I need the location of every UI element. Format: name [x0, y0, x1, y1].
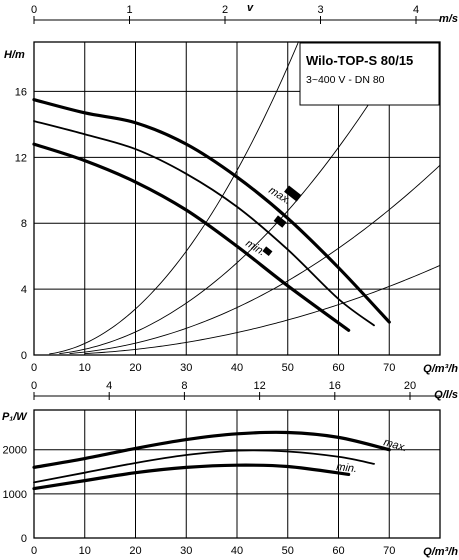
head-top-tick-label: 2	[222, 4, 228, 16]
power-x-tick-label: 20	[129, 545, 141, 557]
head-x-tick-label: 50	[282, 362, 294, 374]
head-y-tick-label: 16	[15, 86, 27, 98]
head-y-axis-label: H/m	[4, 49, 25, 61]
power-label-max: max.	[382, 436, 408, 454]
power-y-tick-label: 2000	[3, 445, 27, 457]
head-top-tick-label: 3	[317, 4, 323, 16]
power-x-axis-label: Q/m³/h	[423, 546, 458, 558]
power-label-min: min.	[336, 461, 358, 475]
power-x-tick-label: 50	[282, 545, 294, 557]
head-top-tick-label: 1	[126, 4, 132, 16]
head-operating-marker-0	[284, 185, 302, 202]
power-top-axis-label: Q/l/s	[434, 389, 458, 401]
head-y-tick-label: 12	[15, 152, 27, 164]
head-x-tick-label: 20	[129, 362, 141, 374]
power-series-mid-line	[33, 449, 375, 484]
power-x-tick-label: 10	[79, 545, 91, 557]
head-top-axis-label: m/s	[439, 13, 458, 25]
power-y-axis-label: P₁/W	[2, 411, 28, 423]
head-system-curve-3	[84, 264, 441, 355]
title-box	[299, 42, 440, 106]
power-top-tick-label: 20	[404, 380, 416, 392]
head-system-curve-0	[49, 41, 299, 355]
head-operating-marker-2	[262, 246, 273, 257]
head-y-tick-label: 0	[21, 350, 27, 362]
power-top-tick-label: 12	[253, 380, 265, 392]
power-series-min-line	[32, 463, 351, 491]
head-y-tick-label: 8	[21, 218, 27, 230]
head-operating-marker-1	[273, 215, 287, 228]
head-y-tick-label: 4	[21, 284, 27, 296]
head-series-mid-line	[33, 120, 375, 327]
head-x-axis-label: Q/m³/h	[423, 363, 458, 375]
head-series-max-line	[32, 98, 391, 324]
power-y-tick-label: 1000	[3, 489, 27, 501]
chart-title: Wilo-TOP-S 80/15	[306, 53, 413, 68]
chart-subtitle: 3~400 V - DN 80	[306, 74, 385, 86]
head-top-axis-title: v	[247, 2, 254, 14]
head-x-tick-label: 30	[180, 362, 192, 374]
power-y-tick-label: 0	[21, 533, 27, 545]
head-x-tick-label: 70	[383, 362, 395, 374]
power-x-tick-label: 70	[383, 545, 395, 557]
power-plot-frame	[33, 409, 441, 539]
power-x-tick-label: 0	[31, 545, 37, 557]
head-system-curve-1	[59, 41, 409, 355]
head-plot-frame	[33, 41, 441, 356]
power-top-tick-label: 0	[31, 380, 37, 392]
power-top-tick-label: 16	[329, 380, 341, 392]
head-series-min-line	[32, 142, 351, 332]
head-top-tick-label: 0	[31, 4, 37, 16]
power-x-tick-label: 40	[231, 545, 243, 557]
power-x-tick-label: 30	[180, 545, 192, 557]
power-series-max-line	[32, 430, 391, 469]
head-x-tick-label: 10	[79, 362, 91, 374]
power-x-tick-label: 60	[332, 545, 344, 557]
head-x-tick-label: 40	[231, 362, 243, 374]
power-top-tick-label: 8	[181, 380, 187, 392]
head-x-tick-label: 0	[31, 362, 37, 374]
head-x-tick-label: 60	[332, 362, 344, 374]
head-system-curve-2	[69, 164, 441, 354]
head-top-tick-label: 4	[413, 4, 419, 16]
power-top-tick-label: 4	[106, 380, 112, 392]
